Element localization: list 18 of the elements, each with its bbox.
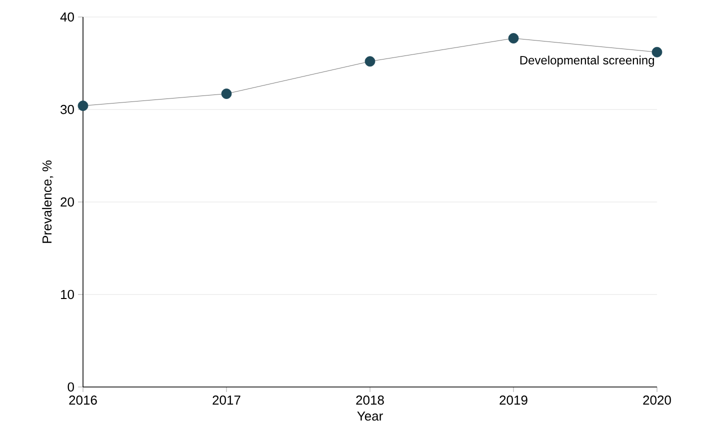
y-tick-label: 0	[68, 382, 74, 392]
y-tick-label: 40	[60, 12, 74, 22]
point	[221, 88, 232, 99]
point	[78, 100, 88, 111]
x-axis-title: Year	[357, 412, 383, 421]
y-tick-label: 30	[60, 104, 74, 114]
x-tick-label: 2020	[643, 396, 671, 405]
y-axis-title: Prevalence, %	[42, 160, 54, 243]
y-tick-label: 20	[60, 197, 74, 207]
x-tick-label: 2016	[69, 396, 97, 405]
point	[364, 56, 376, 67]
series-label: Developmental screening	[520, 56, 654, 67]
x-tick-label: 2019	[500, 396, 528, 405]
y-tick-label: 10	[61, 290, 74, 300]
x-tick-label: 2017	[212, 396, 240, 405]
point	[652, 46, 662, 58]
point	[508, 33, 519, 44]
x-tick-label: 2018	[356, 396, 384, 405]
